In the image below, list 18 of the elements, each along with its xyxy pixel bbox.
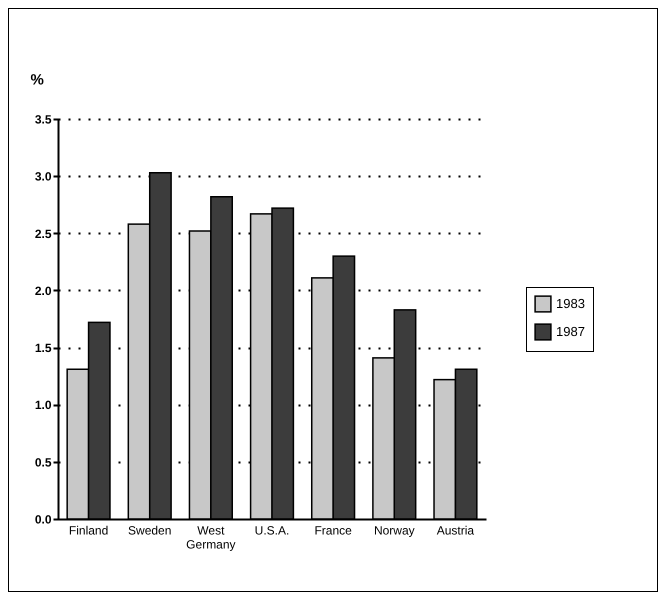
- legend-label: 1987: [556, 324, 585, 339]
- x-tick-label: U.S.A.: [254, 524, 290, 538]
- y-tick-label: 0.5: [34, 455, 52, 470]
- x-tick-label: West Germany: [186, 524, 236, 552]
- legend-label: 1983: [556, 296, 585, 311]
- y-tick-label: 1.0: [34, 398, 52, 412]
- x-tick-label: Austria: [436, 524, 474, 538]
- y-tick-label: 2.5: [34, 226, 52, 241]
- x-tick-label: France: [314, 524, 352, 538]
- y-tick-label: 3.0: [34, 170, 52, 184]
- x-tick-label: Finland: [68, 524, 108, 538]
- y-tick-label: 2.0: [34, 284, 52, 298]
- x-tick-label: Norway: [374, 524, 415, 538]
- y-axis-title: %: [30, 72, 44, 88]
- y-tick-label: 3.5: [34, 112, 52, 126]
- x-tick-label: Sweden: [128, 524, 172, 538]
- y-tick-label: 1.5: [34, 341, 52, 356]
- y-tick-label: 0.0: [34, 512, 52, 526]
